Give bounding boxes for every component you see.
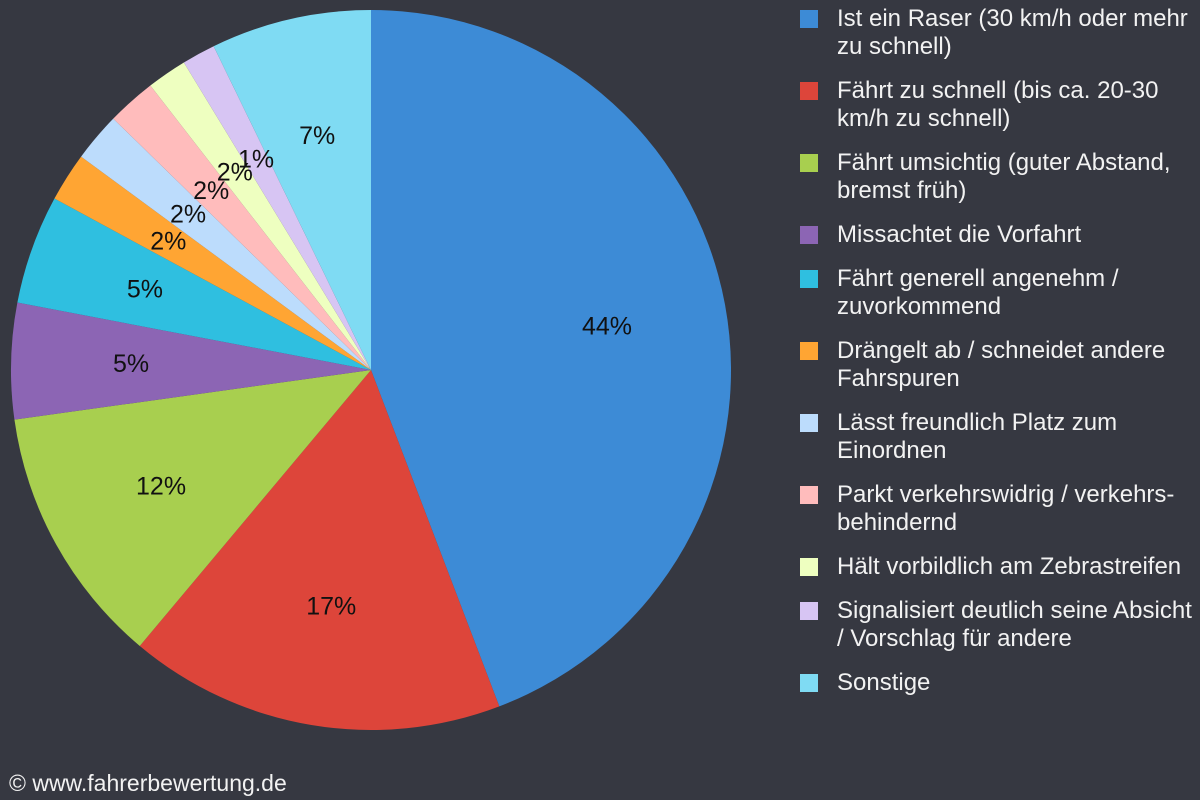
- legend-label: Ist ein Raser (30 km/h oder mehr zu schn…: [837, 5, 1188, 60]
- legend-swatch: [800, 602, 818, 620]
- slice-label: 12%: [136, 472, 186, 500]
- legend-item: Fährt zu schnell (bis ca. 20-30 km/h zu …: [800, 77, 1197, 133]
- legend-swatch: [800, 82, 818, 100]
- legend-item: Drängelt ab / schneidet andere Fahrspure…: [800, 337, 1197, 393]
- pie-slice: [371, 10, 732, 707]
- slice-label: 2%: [193, 177, 229, 205]
- legend-swatch: [800, 270, 818, 288]
- pie-slice: [183, 46, 371, 370]
- legend-swatch: [800, 10, 818, 28]
- legend-item: Parkt verkehrswidrig / verkehrs-behinder…: [800, 481, 1197, 537]
- legend: Ist ein Raser (30 km/h oder mehr zu schn…: [800, 5, 1197, 697]
- slice-label: 2%: [170, 201, 206, 229]
- legend-item: Signalisiert deutlich seine Absicht / Vo…: [800, 597, 1197, 653]
- pie-slice: [10, 302, 371, 420]
- slice-label: 2%: [217, 158, 253, 186]
- legend-item: Sonstige: [800, 669, 1197, 697]
- slice-label: 1%: [238, 145, 274, 173]
- legend-item: Hält vorbildlich am Zebrastreifen: [800, 553, 1197, 581]
- legend-item: Lässt freundlich Platz zum Einordnen: [800, 409, 1197, 465]
- pie-slice: [54, 156, 371, 370]
- legend-swatch: [800, 342, 818, 360]
- legend-label: Missachtet die Vorfahrt: [837, 221, 1082, 248]
- legend-label: Parkt verkehrswidrig / verkehrs-behinder…: [837, 481, 1175, 536]
- slice-label: 2%: [150, 227, 186, 255]
- legend-label: Fährt generell angenehm / zuvorkommend: [837, 265, 1119, 320]
- pie-slice: [14, 370, 371, 646]
- legend-swatch: [800, 154, 818, 172]
- pie-slice: [113, 85, 371, 371]
- legend-item: Ist ein Raser (30 km/h oder mehr zu schn…: [800, 5, 1197, 61]
- slice-label: 7%: [299, 122, 335, 150]
- slice-label: 5%: [113, 350, 149, 378]
- legend-label: Sonstige: [837, 669, 931, 696]
- pie-slice: [81, 118, 371, 370]
- legend-label: Fährt zu schnell (bis ca. 20-30 km/h zu …: [837, 77, 1159, 132]
- legend-item: Fährt umsichtig (guter Abstand, bremst f…: [800, 149, 1197, 205]
- pie-chart: 44%17%12%5%5%2%2%2%2%1%7%: [10, 10, 732, 730]
- legend-label: Fährt umsichtig (guter Abstand, bremst f…: [837, 149, 1171, 204]
- legend-swatch: [800, 226, 818, 244]
- pie-slice: [17, 198, 372, 370]
- legend-label: Hält vorbildlich am Zebrastreifen: [837, 553, 1182, 580]
- legend-item: Missachtet die Vorfahrt: [800, 221, 1197, 249]
- legend-swatch: [800, 414, 818, 432]
- pie-slice: [139, 370, 500, 730]
- slice-label: 17%: [306, 593, 356, 621]
- legend-swatch: [800, 674, 818, 692]
- pie-slice: [213, 10, 371, 370]
- legend-label: Lässt freundlich Platz zum Einordnen: [837, 409, 1118, 464]
- legend-label: Signalisiert deutlich seine Absicht / Vo…: [837, 597, 1192, 652]
- slice-label: 44%: [582, 313, 632, 341]
- legend-swatch: [800, 486, 818, 504]
- pie-slice: [150, 62, 371, 371]
- copyright-footer: © www.fahrerbewertung.de: [9, 770, 287, 796]
- slice-label: 5%: [127, 275, 163, 303]
- legend-swatch: [800, 558, 818, 576]
- legend-item: Fährt generell angenehm / zuvorkommend: [800, 265, 1197, 321]
- legend-label: Drängelt ab / schneidet andere Fahrspure…: [837, 337, 1166, 392]
